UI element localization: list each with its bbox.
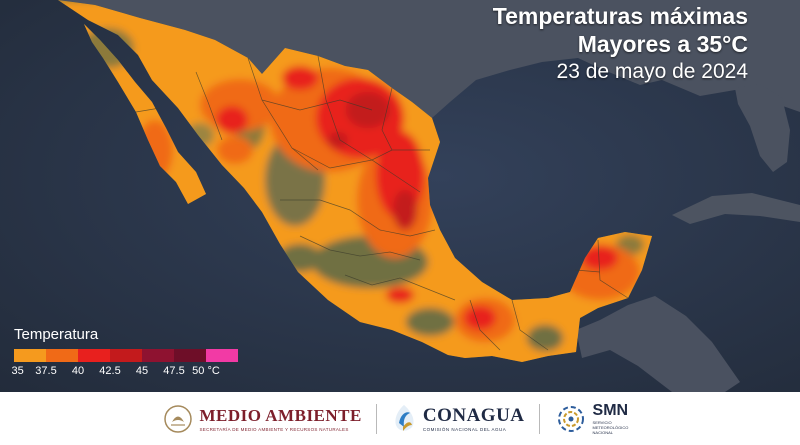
- medio-ambiente-name: MEDIO AMBIENTE: [199, 405, 362, 425]
- florida-landmass: [735, 84, 790, 172]
- legend-tick-label: 37.5: [35, 365, 57, 377]
- legend-tick-label: 47.5: [163, 365, 185, 377]
- legend-swatch: [174, 349, 206, 362]
- legend-tick-label: 42.5: [99, 365, 121, 377]
- legend-swatch: [46, 349, 78, 362]
- map-subtitle: Mayores a 35°C: [577, 31, 748, 57]
- map-title: Temperaturas máximas: [492, 3, 748, 29]
- legend-tick-label: 50 °C: [192, 365, 220, 377]
- mexico-eagle-seal-icon: [164, 404, 193, 433]
- legend-tick-label: 35: [11, 365, 24, 377]
- footer-separator-2: [538, 403, 540, 434]
- central-america-landmass: [576, 296, 740, 392]
- temperature-legend: Temperatura 35 37.5 40 42.5 45 47.5 50 °C: [11, 326, 254, 381]
- legend-swatch: [110, 349, 142, 362]
- legend-title: Temperatura: [14, 326, 99, 343]
- legend-swatch: [78, 349, 110, 362]
- medio-ambiente-logo: MEDIO AMBIENTE SECRETARÍA DE MEDIO AMBIE…: [163, 403, 361, 435]
- state-boundaries: [135, 55, 629, 351]
- map-date: 23 de mayo de 2024: [556, 60, 748, 83]
- footer-separator: [375, 403, 377, 434]
- water-drop-logo-icon: [395, 404, 414, 431]
- legend-tick-label: 40: [71, 365, 85, 377]
- smn-logo: SMN SERVICIO METEOROLÓGICO NACIONAL: [554, 402, 637, 435]
- conagua-logo: CONAGUA COMISIÓN NACIONAL DEL AGUA: [391, 403, 525, 435]
- temperature-map: [0, 0, 800, 392]
- conagua-subtitle: COMISIÓN NACIONAL DEL AGUA: [422, 427, 507, 432]
- legend-tick-labels: 35 37.5 40 42.5 45 47.5 50 °C: [11, 365, 254, 381]
- legend-swatch: [142, 349, 174, 362]
- legend-color-bar: [14, 349, 254, 362]
- smn-name: SMN: [592, 402, 629, 419]
- legend-swatch: [14, 349, 46, 362]
- cuba-landmass: [672, 193, 800, 224]
- conagua-name: CONAGUA: [422, 405, 525, 426]
- smn-spiral-logo-icon: [557, 405, 584, 432]
- medio-ambiente-subtitle: SECRETARÍA DE MEDIO AMBIENTE Y RECURSOS …: [199, 426, 349, 432]
- legend-swatch: [206, 349, 238, 362]
- footer-logos: MEDIO AMBIENTE SECRETARÍA DE MEDIO AMBIE…: [0, 392, 800, 445]
- legend-tick-label: 45: [135, 365, 149, 377]
- map-title-block: Temperaturas máximas Mayores a 35°C 23 d…: [493, 2, 748, 85]
- usa-landmass: [0, 0, 800, 118]
- smn-subtitle: SERVICIO METEOROLÓGICO NACIONAL: [592, 420, 629, 435]
